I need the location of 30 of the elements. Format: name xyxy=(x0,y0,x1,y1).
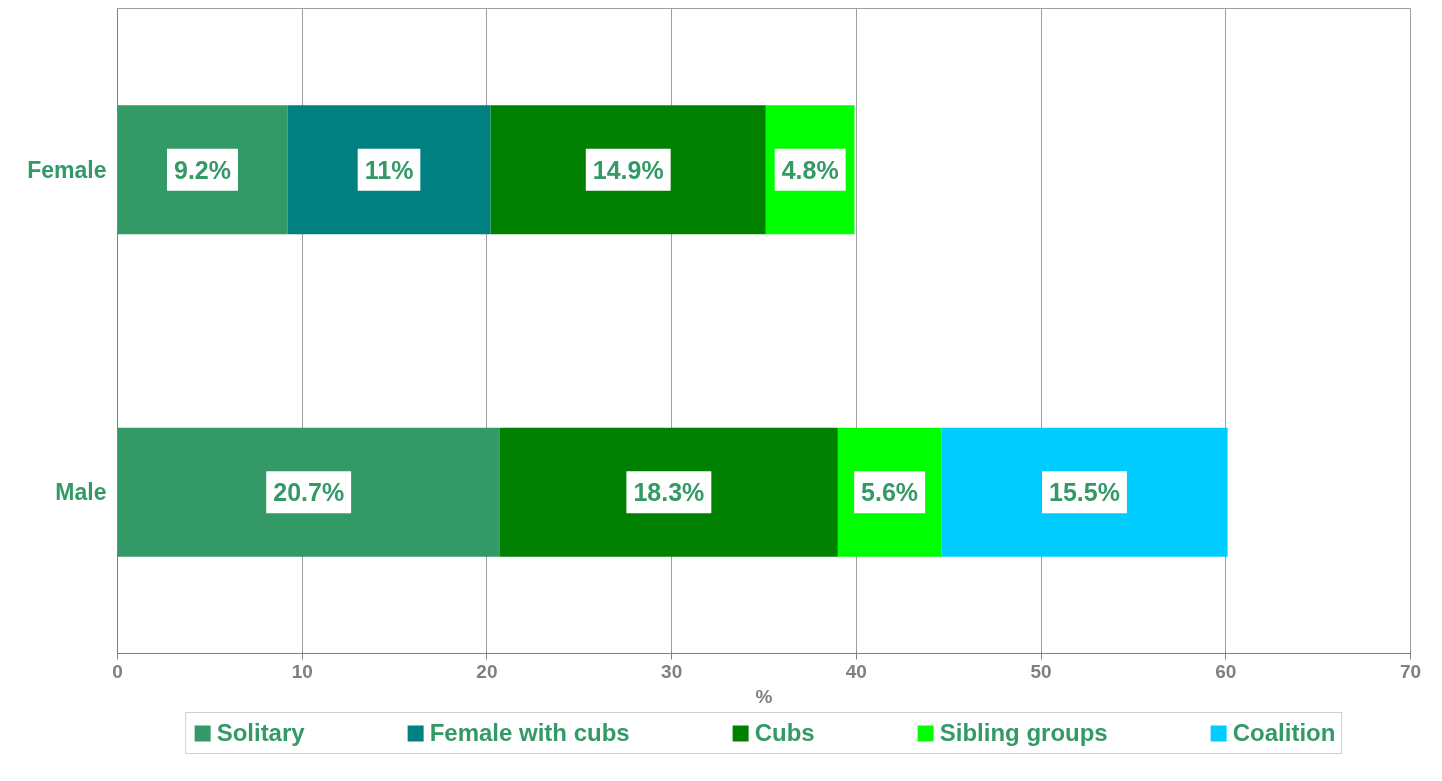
bar xyxy=(499,427,838,557)
x-tick-label: 30 xyxy=(661,660,683,682)
x-tick-label: 20 xyxy=(476,660,498,682)
data-label: 15.5% xyxy=(1049,478,1120,507)
bar xyxy=(287,105,491,235)
legend-label: Cubs xyxy=(754,719,815,747)
legend-label: Coalition xyxy=(1232,719,1336,747)
x-tick-label: 70 xyxy=(1399,660,1422,682)
x-tick-label: 50 xyxy=(1030,660,1052,682)
data-label: 14.9% xyxy=(592,155,664,184)
data-label: 20.7% xyxy=(273,478,345,507)
y-tick-label: Male xyxy=(55,479,107,506)
y-tick-label: Female xyxy=(27,156,107,183)
data-label: 9.2% xyxy=(173,155,231,184)
legend-label: Solitary xyxy=(216,719,305,747)
x-tick-label: 0 xyxy=(112,660,123,682)
x-tick-label: 10 xyxy=(291,660,313,682)
data-label: 4.8% xyxy=(781,155,839,184)
data-label: 5.6% xyxy=(861,478,919,507)
x-tick-label: 40 xyxy=(845,660,867,682)
bar xyxy=(117,105,288,235)
bar xyxy=(941,427,1228,557)
bar xyxy=(117,427,500,557)
legend-label: Female with cubs xyxy=(429,719,630,747)
data-label: 11% xyxy=(364,155,414,184)
legend-label: Sibling groups xyxy=(939,719,1108,747)
bar xyxy=(490,105,766,235)
x-axis-title: % xyxy=(755,685,773,707)
data-label: 18.3% xyxy=(633,478,705,507)
x-tick-label: 60 xyxy=(1215,660,1237,682)
